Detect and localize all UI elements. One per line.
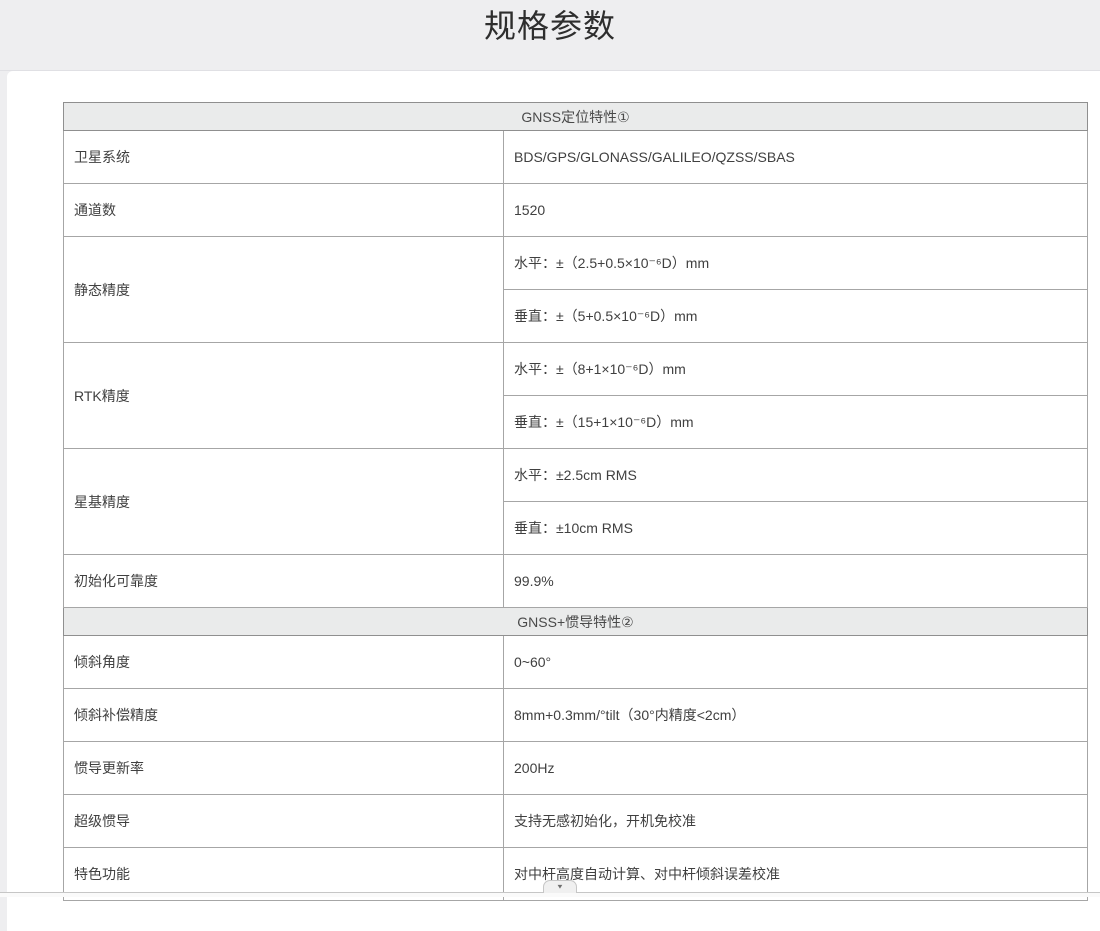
spec-value: 水平：±（8+1×10⁻⁶D）mm <box>504 343 1088 396</box>
spec-label: 倾斜角度 <box>64 636 504 689</box>
spec-value: 水平：±2.5cm RMS <box>504 449 1088 502</box>
expand-toggle-button[interactable]: ▼ <box>543 880 577 893</box>
section-header-2: GNSS+惯导特性② <box>64 608 1088 636</box>
spec-row: 超级惯导支持无感初始化，开机免校准 <box>64 795 1088 848</box>
spec-label: 倾斜补偿精度 <box>64 689 504 742</box>
spec-value: 垂直：±（5+0.5×10⁻⁶D）mm <box>504 290 1088 343</box>
spec-label: 卫星系统 <box>64 131 504 184</box>
spec-row: RTK精度水平：±（8+1×10⁻⁶D）mm <box>64 343 1088 396</box>
spec-row: 静态精度水平：±（2.5+0.5×10⁻⁶D）mm <box>64 237 1088 290</box>
spec-label: 超级惯导 <box>64 795 504 848</box>
spec-value: 垂直：±（15+1×10⁻⁶D）mm <box>504 396 1088 449</box>
page-title: 规格参数 <box>0 0 1100 45</box>
spec-row: 星基精度水平：±2.5cm RMS <box>64 449 1088 502</box>
spec-value: 1520 <box>504 184 1088 237</box>
spec-value: 200Hz <box>504 742 1088 795</box>
page-header: 规格参数 <box>0 0 1100 71</box>
spec-label: 静态精度 <box>64 237 504 343</box>
spec-value: 垂直：±10cm RMS <box>504 502 1088 555</box>
spec-value: 支持无感初始化，开机免校准 <box>504 795 1088 848</box>
spec-label: 通道数 <box>64 184 504 237</box>
section-header-1: GNSS定位特性① <box>64 103 1088 131</box>
spec-value: 0~60° <box>504 636 1088 689</box>
section-header-label: GNSS+惯导特性② <box>64 608 1088 636</box>
spec-label: 惯导更新率 <box>64 742 504 795</box>
chevron-down-icon: ▼ <box>556 884 564 890</box>
spec-value: BDS/GPS/GLONASS/GALILEO/QZSS/SBAS <box>504 131 1088 184</box>
spec-value: 99.9% <box>504 555 1088 608</box>
spec-label: RTK精度 <box>64 343 504 449</box>
spec-value: 水平：±（2.5+0.5×10⁻⁶D）mm <box>504 237 1088 290</box>
spec-value: 8mm+0.3mm/°tilt（30°内精度<2cm） <box>504 689 1088 742</box>
spec-label: 星基精度 <box>64 449 504 555</box>
section-header-label: GNSS定位特性① <box>64 103 1088 131</box>
spec-label: 初始化可靠度 <box>64 555 504 608</box>
